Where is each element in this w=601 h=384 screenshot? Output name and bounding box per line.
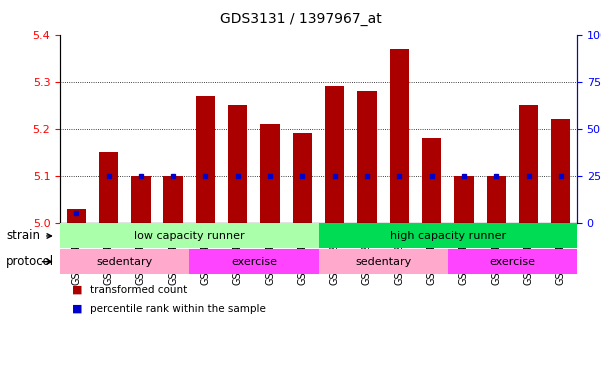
Text: GSM234615: GSM234615 [523, 226, 534, 285]
Bar [551, 119, 570, 223]
Text: sedentary: sedentary [355, 257, 411, 267]
Bar [454, 176, 474, 223]
Text: GSM234614: GSM234614 [491, 226, 501, 285]
Bar [196, 96, 215, 223]
Bar [163, 176, 183, 223]
Text: exercise: exercise [231, 257, 277, 267]
Bar [448, 249, 577, 274]
Text: GSM234617: GSM234617 [72, 226, 81, 285]
Text: GSM232920: GSM232920 [362, 226, 372, 285]
Bar [131, 176, 150, 223]
Text: GSM234616: GSM234616 [556, 226, 566, 285]
Text: GDS3131 / 1397967_at: GDS3131 / 1397967_at [219, 12, 382, 25]
Bar [293, 133, 312, 223]
Bar [325, 86, 344, 223]
Bar [260, 124, 279, 223]
Bar [60, 249, 189, 274]
Bar [99, 152, 118, 223]
Text: GSM234625: GSM234625 [265, 226, 275, 285]
Bar [319, 249, 448, 274]
Bar [60, 223, 319, 248]
Text: protocol: protocol [6, 255, 54, 268]
Text: GSM234619: GSM234619 [136, 226, 146, 285]
Text: GSM232919: GSM232919 [330, 226, 340, 285]
Text: GSM234622: GSM234622 [201, 226, 210, 285]
Text: ■: ■ [72, 285, 82, 295]
Bar [228, 105, 248, 223]
Text: GSM234627: GSM234627 [297, 226, 307, 285]
Bar [189, 249, 319, 274]
Bar [422, 138, 441, 223]
Text: percentile rank within the sample: percentile rank within the sample [90, 304, 266, 314]
Bar [389, 49, 409, 223]
Bar [357, 91, 377, 223]
Text: ■: ■ [72, 304, 82, 314]
Text: strain: strain [6, 230, 40, 242]
Text: low capacity runner: low capacity runner [134, 231, 245, 241]
Text: transformed count: transformed count [90, 285, 188, 295]
Text: exercise: exercise [489, 257, 535, 267]
Text: GSM234618: GSM234618 [103, 226, 114, 285]
Text: GSM234620: GSM234620 [168, 226, 178, 285]
Text: GSM234613: GSM234613 [459, 226, 469, 285]
Bar [319, 223, 577, 248]
Bar [67, 209, 86, 223]
Bar [486, 176, 506, 223]
Text: GSM232921: GSM232921 [394, 226, 404, 285]
Text: high capacity runner: high capacity runner [389, 231, 506, 241]
Text: GSM234612: GSM234612 [427, 226, 436, 285]
Text: sedentary: sedentary [97, 257, 153, 267]
Bar [519, 105, 538, 223]
Text: GSM234623: GSM234623 [233, 226, 243, 285]
